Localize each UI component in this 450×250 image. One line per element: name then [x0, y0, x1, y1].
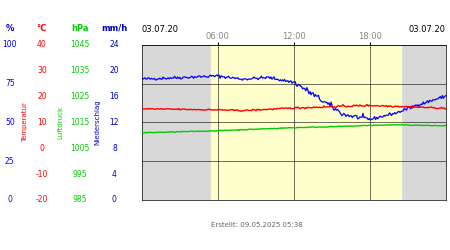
- Text: Erstellt: 09.05.2025 05:38: Erstellt: 09.05.2025 05:38: [212, 222, 303, 228]
- Text: 12: 12: [110, 118, 119, 127]
- Text: 1025: 1025: [70, 92, 89, 101]
- Text: 0: 0: [112, 196, 117, 204]
- Text: 03.07.20: 03.07.20: [409, 25, 446, 34]
- Text: 8: 8: [112, 144, 117, 153]
- Text: 4: 4: [112, 170, 117, 179]
- Text: 1035: 1035: [70, 66, 89, 75]
- Bar: [212, 45, 401, 200]
- Text: 25: 25: [5, 157, 14, 166]
- Text: -20: -20: [36, 196, 48, 204]
- Text: 1005: 1005: [70, 144, 89, 153]
- Text: 75: 75: [5, 79, 15, 88]
- Text: 10: 10: [37, 118, 47, 127]
- Text: -10: -10: [36, 170, 48, 179]
- Text: mm/h: mm/h: [101, 24, 127, 32]
- Text: 16: 16: [110, 92, 119, 101]
- Text: 0: 0: [40, 144, 44, 153]
- Text: 0: 0: [7, 196, 12, 204]
- Text: 50: 50: [5, 118, 15, 127]
- Text: Niederschlag: Niederschlag: [94, 100, 101, 145]
- Text: 1015: 1015: [70, 118, 89, 127]
- Text: %: %: [5, 24, 14, 32]
- Text: 1045: 1045: [70, 40, 89, 50]
- Text: 24: 24: [110, 40, 119, 50]
- Text: 20: 20: [37, 92, 47, 101]
- Text: Luftdruck: Luftdruck: [57, 106, 63, 139]
- Text: 100: 100: [3, 40, 17, 50]
- Text: 985: 985: [72, 196, 87, 204]
- Text: 40: 40: [37, 40, 47, 50]
- Text: 03.07.20: 03.07.20: [142, 25, 179, 34]
- Text: 995: 995: [72, 170, 87, 179]
- Text: 30: 30: [37, 66, 47, 75]
- Text: 20: 20: [110, 66, 119, 75]
- Text: Temperatur: Temperatur: [22, 102, 28, 142]
- Text: °C: °C: [36, 24, 47, 32]
- Text: hPa: hPa: [71, 24, 88, 32]
